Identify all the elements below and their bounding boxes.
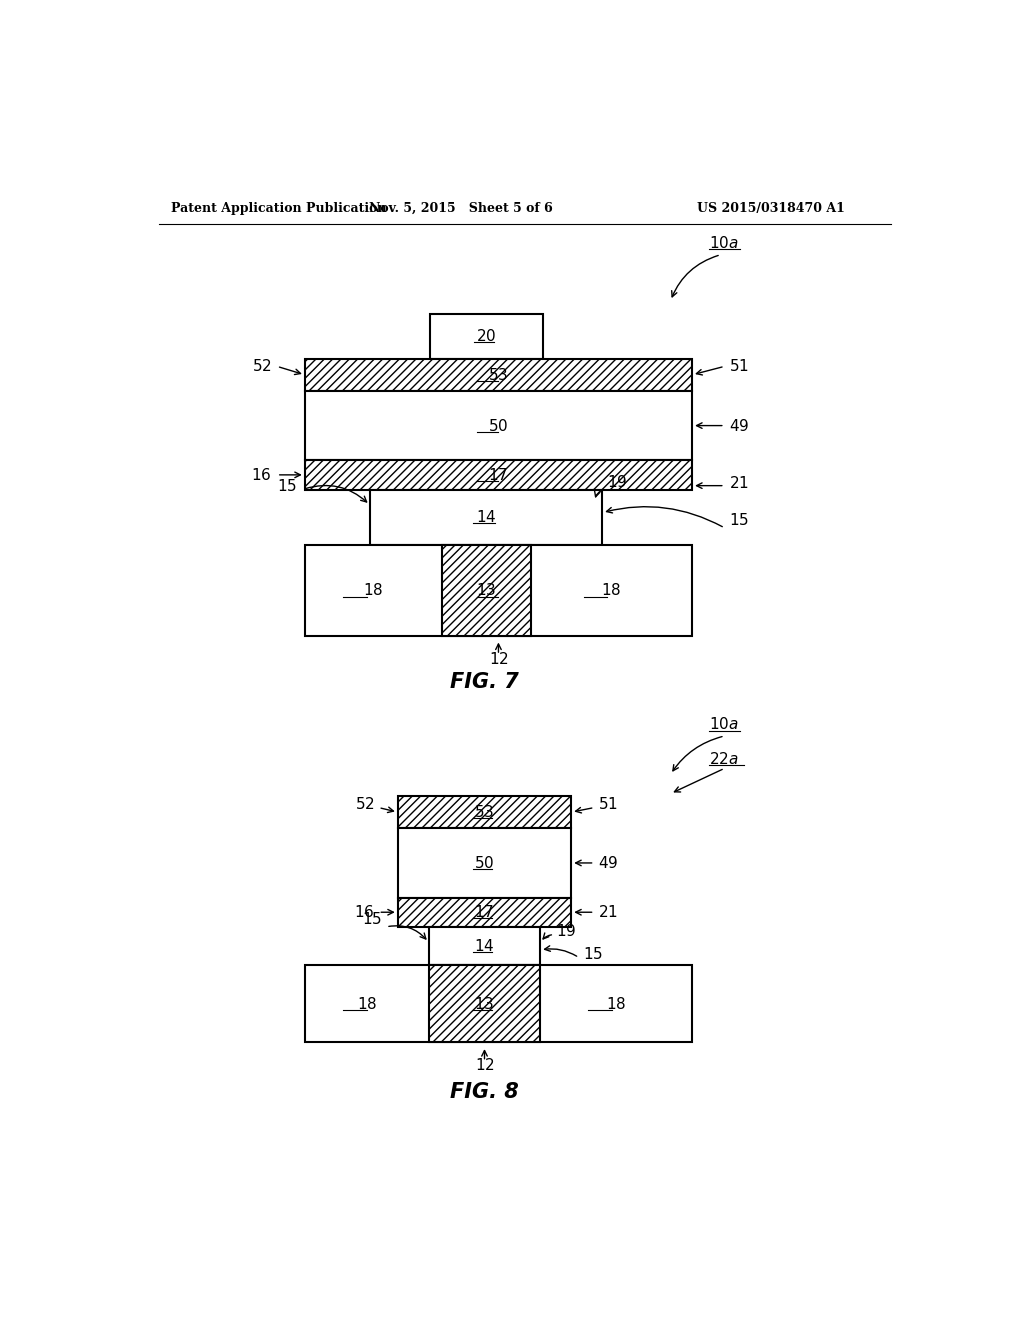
Text: $\it{16}$: $\it{16}$	[354, 904, 375, 920]
Bar	[430, 314, 543, 359]
Text: $\it{50}$: $\it{50}$	[488, 417, 509, 433]
Text: $\it{52}$: $\it{52}$	[252, 358, 271, 375]
Text: $\it{17}$: $\it{17}$	[488, 467, 509, 483]
Text: $\it{21}$: $\it{21}$	[598, 904, 618, 920]
Text: $\it{53}$: $\it{53}$	[474, 804, 495, 820]
Text: $\it{15}$: $\it{15}$	[362, 911, 382, 927]
Text: $\it{13}$: $\it{13}$	[476, 582, 497, 598]
Text: $\it{15}$: $\it{15}$	[729, 512, 749, 528]
Text: $\it{18}$: $\it{18}$	[601, 582, 622, 598]
Text: $\it{12}$: $\it{12}$	[488, 651, 508, 667]
Text: $\it{16}$: $\it{16}$	[251, 467, 271, 483]
Text: $\it{13}$: $\it{13}$	[474, 995, 495, 1012]
Text: $\it{49}$: $\it{49}$	[729, 417, 749, 433]
Text: Nov. 5, 2015   Sheet 5 of 6: Nov. 5, 2015 Sheet 5 of 6	[370, 202, 553, 215]
Text: $\it{51}$: $\it{51}$	[598, 796, 618, 812]
Bar	[305, 461, 692, 490]
Bar	[429, 927, 541, 965]
Text: $\it{53}$: $\it{53}$	[488, 367, 509, 383]
Text: $\it{15}$: $\it{15}$	[276, 478, 297, 494]
Text: $\it{50}$: $\it{50}$	[474, 855, 495, 871]
Text: $\it{51}$: $\it{51}$	[729, 358, 749, 375]
Bar	[397, 829, 571, 898]
Bar	[305, 391, 692, 461]
Text: $\it{19}$: $\it{19}$	[556, 923, 577, 939]
Text: $\it{10a}$: $\it{10a}$	[710, 717, 739, 733]
Bar	[305, 545, 692, 636]
Bar	[305, 359, 692, 391]
Bar	[397, 796, 571, 829]
Text: $\it{18}$: $\it{18}$	[606, 995, 627, 1012]
Text: FIG. 7: FIG. 7	[451, 672, 519, 692]
Bar	[442, 545, 531, 636]
Text: $\it{20}$: $\it{20}$	[476, 329, 497, 345]
Text: $\it{14}$: $\it{14}$	[476, 510, 497, 525]
Text: $\it{18}$: $\it{18}$	[356, 995, 377, 1012]
Text: $\it{12}$: $\it{12}$	[474, 1057, 495, 1073]
Text: $\it{22a}$: $\it{22a}$	[710, 751, 739, 767]
Text: $\it{21}$: $\it{21}$	[729, 475, 749, 491]
Bar	[305, 965, 692, 1043]
Text: FIG. 8: FIG. 8	[451, 1082, 519, 1102]
Text: Patent Application Publication: Patent Application Publication	[171, 202, 386, 215]
Text: $\it{49}$: $\it{49}$	[598, 855, 618, 871]
Text: $\it{10a}$: $\it{10a}$	[710, 235, 739, 251]
Text: $\it{15}$: $\it{15}$	[583, 946, 603, 962]
Text: $\it{52}$: $\it{52}$	[354, 796, 375, 812]
Text: US 2015/0318470 A1: US 2015/0318470 A1	[697, 202, 845, 215]
Bar	[429, 965, 541, 1043]
Text: $\it{14}$: $\it{14}$	[474, 939, 495, 954]
Text: $\it{19}$: $\it{19}$	[607, 474, 628, 490]
Bar	[397, 898, 571, 927]
Bar	[370, 490, 602, 545]
Text: $\it{18}$: $\it{18}$	[362, 582, 383, 598]
Text: $\it{17}$: $\it{17}$	[474, 904, 495, 920]
